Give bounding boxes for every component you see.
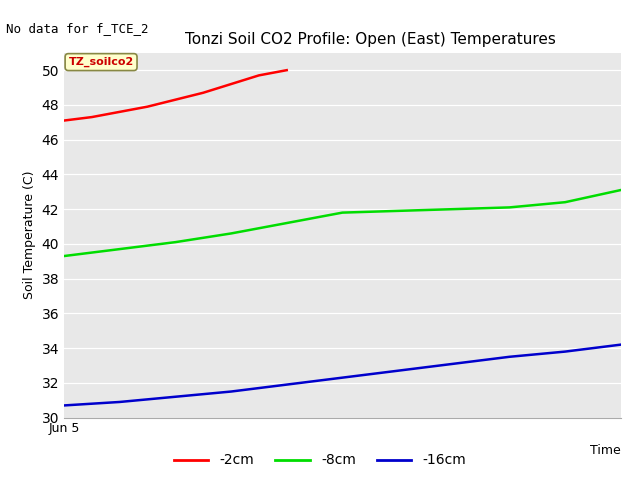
Text: Time: Time bbox=[590, 444, 621, 457]
Y-axis label: Soil Temperature (C): Soil Temperature (C) bbox=[23, 171, 36, 300]
Text: No data for f_TCE_2: No data for f_TCE_2 bbox=[6, 22, 149, 35]
Legend: -2cm, -8cm, -16cm: -2cm, -8cm, -16cm bbox=[168, 448, 472, 473]
Title: Tonzi Soil CO2 Profile: Open (East) Temperatures: Tonzi Soil CO2 Profile: Open (East) Temp… bbox=[185, 33, 556, 48]
Text: TZ_soilco2: TZ_soilco2 bbox=[68, 57, 134, 67]
